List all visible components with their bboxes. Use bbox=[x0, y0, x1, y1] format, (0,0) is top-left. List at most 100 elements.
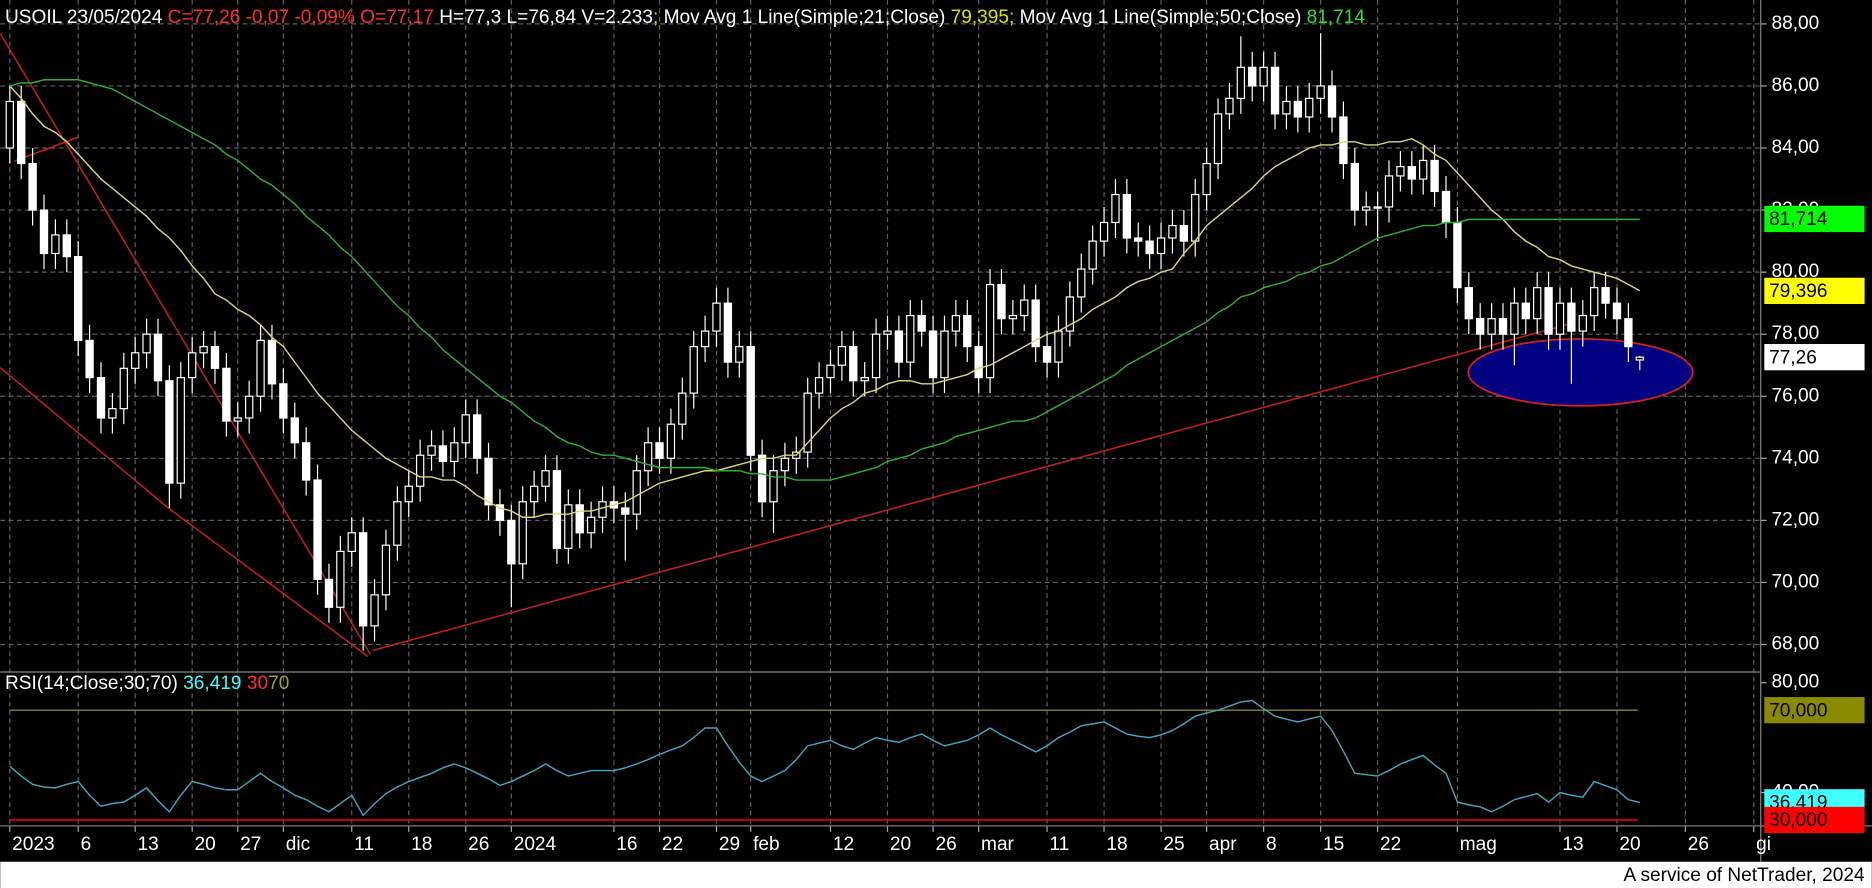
candle-body bbox=[1156, 237, 1166, 255]
candle-body bbox=[598, 501, 607, 518]
x-tick-label: 16 bbox=[616, 834, 637, 855]
candle-body bbox=[1054, 330, 1063, 363]
candle-body bbox=[1407, 166, 1416, 180]
candle-body bbox=[643, 442, 653, 472]
candle-body bbox=[1441, 190, 1451, 224]
candle-body bbox=[484, 457, 493, 506]
candle-body bbox=[393, 501, 402, 546]
candle-body bbox=[586, 516, 596, 534]
candle-body bbox=[256, 339, 265, 397]
candle-body bbox=[279, 383, 288, 419]
ma21-name: Mov Avg 1 Line(Simple;21;Close) bbox=[664, 7, 946, 28]
x-tick-label: 25 bbox=[1163, 834, 1184, 855]
candle-body bbox=[928, 330, 938, 379]
candle-body bbox=[1020, 299, 1029, 317]
value-tag bbox=[1764, 277, 1865, 305]
candle-body bbox=[267, 339, 277, 385]
candle-body bbox=[849, 346, 858, 382]
candle-body bbox=[5, 100, 14, 149]
candle-body bbox=[666, 423, 676, 459]
x-tick-label: 26 bbox=[468, 834, 489, 855]
x-tick-label: 11 bbox=[1049, 834, 1069, 855]
ma50-name: Mov Avg 1 Line(Simple;50;Close) bbox=[1020, 7, 1302, 28]
y-tick-label: 80,00 bbox=[1771, 261, 1819, 282]
x-tick-label: 20 bbox=[890, 834, 911, 855]
candle-body bbox=[655, 442, 664, 459]
x-tick-label: 2023 bbox=[12, 834, 54, 855]
candle-body bbox=[1430, 159, 1439, 193]
candle-body bbox=[678, 392, 687, 425]
candle-body bbox=[1350, 162, 1359, 211]
candle-body bbox=[39, 209, 49, 255]
rsi-low: 30 bbox=[247, 673, 268, 694]
candle-body bbox=[51, 234, 60, 255]
candle-body bbox=[1521, 302, 1530, 320]
y-tick-label: 78,00 bbox=[1771, 323, 1819, 344]
candle-body bbox=[1134, 237, 1143, 242]
candle-body bbox=[1179, 224, 1189, 242]
x-tick-label: 20 bbox=[1619, 834, 1640, 855]
x-tick-label: 18 bbox=[1106, 834, 1127, 855]
candle-body bbox=[1590, 287, 1599, 317]
candle-body bbox=[188, 352, 197, 379]
symbol: USOIL 23/05/2024 bbox=[5, 7, 163, 28]
candle-body bbox=[1476, 318, 1485, 335]
candle-body bbox=[1111, 193, 1120, 224]
candle-body bbox=[1305, 97, 1314, 118]
x-tick-label: mag bbox=[1460, 834, 1497, 855]
candle-body bbox=[1077, 268, 1086, 298]
candle-body bbox=[803, 392, 812, 453]
ma50-value: 81,714 bbox=[1307, 7, 1366, 28]
y-tick-label: 88,00 bbox=[1771, 13, 1819, 34]
candle-body bbox=[461, 414, 470, 444]
candle-body bbox=[1601, 287, 1610, 304]
value-tag-label: 79,396 bbox=[1769, 281, 1827, 302]
candle-body bbox=[871, 333, 881, 379]
candle-body bbox=[336, 550, 345, 608]
candle-body bbox=[1213, 113, 1223, 165]
candle-body bbox=[1282, 100, 1291, 115]
candle-body bbox=[723, 302, 733, 363]
candle-body bbox=[906, 314, 915, 363]
value-tag-label: 77,26 bbox=[1769, 347, 1817, 368]
y-tick-label: 74,00 bbox=[1771, 447, 1819, 468]
x-tick-label: 22 bbox=[662, 834, 683, 855]
candle-body bbox=[1544, 287, 1553, 335]
candle-body bbox=[1533, 287, 1542, 320]
value-tag-label: 70,000 bbox=[1769, 700, 1827, 721]
candle-body bbox=[1510, 302, 1519, 335]
candle-body bbox=[1293, 100, 1303, 118]
candle-body bbox=[1031, 299, 1040, 348]
candle-body bbox=[153, 333, 163, 382]
candle-body bbox=[74, 256, 83, 341]
candle-body bbox=[712, 302, 721, 332]
header: USOIL 23/05/2024 C=77,26 -0,07 -0,09% O=… bbox=[5, 7, 1365, 28]
support-line bbox=[372, 321, 1576, 652]
candle-body bbox=[108, 408, 117, 419]
channel-upper bbox=[0, 33, 371, 655]
x-tick-label: 2024 bbox=[514, 834, 557, 855]
value-tag-label: 81,714 bbox=[1769, 209, 1828, 230]
x-tick-label: mar bbox=[981, 834, 1015, 855]
value-tag-label: 30,000 bbox=[1769, 810, 1827, 831]
candle-body bbox=[894, 330, 904, 363]
rsi-high: 70 bbox=[268, 673, 289, 694]
rsi-value: 36,419 bbox=[183, 673, 241, 694]
y-tick-label: 84,00 bbox=[1771, 137, 1819, 158]
candle-body bbox=[507, 519, 516, 565]
y-tick-label: 72,00 bbox=[1771, 509, 1819, 530]
candle-body bbox=[621, 507, 630, 515]
plot bbox=[5, 33, 1644, 821]
candle-body bbox=[1567, 302, 1576, 332]
x-tick-label: apr bbox=[1209, 834, 1237, 855]
candle-body bbox=[518, 501, 527, 565]
candle-body bbox=[1225, 97, 1234, 115]
candle-body bbox=[883, 330, 892, 335]
candle-body bbox=[746, 346, 755, 456]
candle-body bbox=[700, 330, 710, 348]
candle-body bbox=[837, 346, 847, 366]
candle-body bbox=[985, 283, 995, 379]
candle-body bbox=[1498, 318, 1508, 335]
x-tick-label: 26 bbox=[935, 834, 956, 855]
value-tag bbox=[1764, 205, 1865, 233]
